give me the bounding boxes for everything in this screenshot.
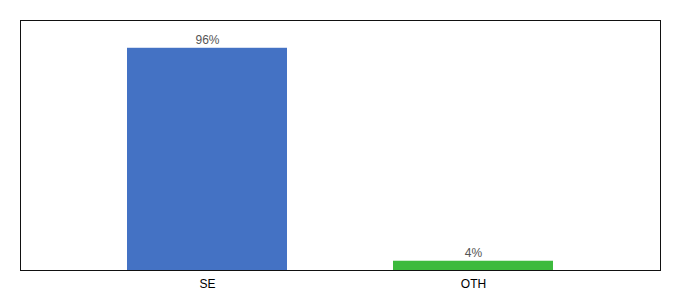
svg-text:4%: 4% — [465, 246, 483, 260]
svg-text:96%: 96% — [195, 33, 219, 47]
svg-text:OTH: OTH — [461, 277, 486, 291]
svg-text:SE: SE — [199, 277, 215, 291]
